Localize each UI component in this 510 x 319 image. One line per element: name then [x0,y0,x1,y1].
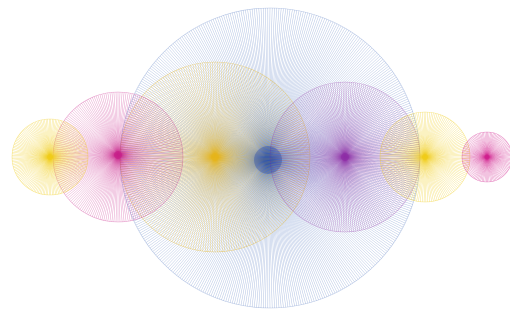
burst-core [422,154,428,160]
burst-core [47,154,53,160]
string-art [0,0,510,319]
burst-core [211,153,219,161]
center-glow [254,146,282,174]
burst-core [114,151,122,159]
burst-core [485,155,490,160]
burst-core [341,153,349,161]
page: (() => { const data = JSON.parse(documen… [0,0,510,319]
